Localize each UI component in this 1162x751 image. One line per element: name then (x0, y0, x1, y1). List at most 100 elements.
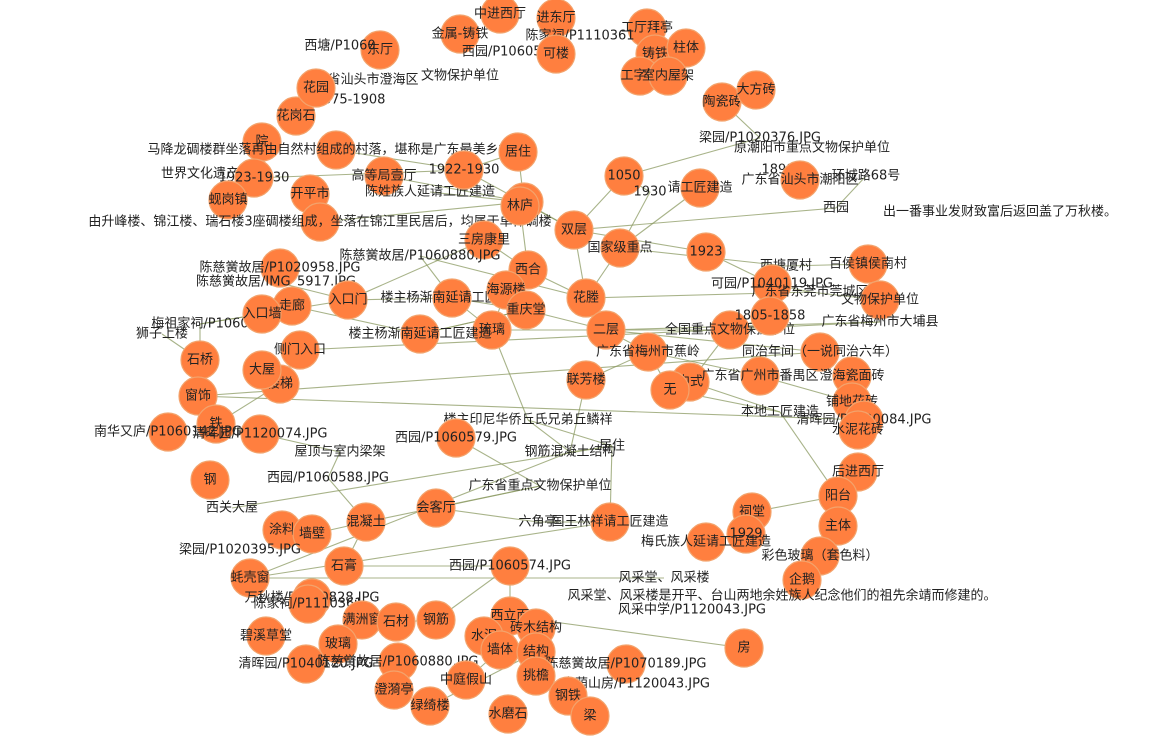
node-circle[interactable] (440, 14, 480, 54)
graph-node[interactable]: 可园/P1040119.JPG (711, 264, 833, 304)
graph-node[interactable]: 出一番事业发财致富后返回盖了万秋楼。 (883, 204, 1117, 220)
graph-node[interactable]: 广东省梅州市大埔县 (821, 314, 938, 330)
node-circle[interactable] (848, 244, 888, 284)
node-circle[interactable] (726, 514, 766, 554)
graph-node[interactable]: 西园/P1060581 (462, 45, 558, 60)
graph-node[interactable]: 大屋 (242, 350, 282, 390)
node-circle[interactable] (324, 546, 364, 586)
graph-node[interactable]: 花园 (296, 68, 336, 108)
graph-node[interactable]: 1922-1930 (429, 150, 500, 190)
node-circle[interactable] (590, 502, 630, 542)
graph-node[interactable]: 彩色玻璃（套色料） (761, 536, 879, 576)
node-circle[interactable] (500, 186, 540, 226)
graph-node[interactable]: 1930 (633, 185, 666, 200)
graph-node[interactable]: 西园 (823, 201, 849, 216)
graph-node[interactable]: 窗饰 (178, 376, 218, 416)
node-circle[interactable] (376, 602, 416, 642)
node-circle[interactable] (648, 56, 688, 96)
graph-node[interactable]: 世界文化遗产 (161, 167, 239, 182)
graph-node[interactable]: 挑檐 (516, 656, 556, 696)
node-circle[interactable] (246, 616, 286, 656)
node-circle[interactable] (208, 180, 248, 220)
graph-node[interactable]: 墙壁 (292, 514, 332, 554)
graph-node[interactable]: 陈家祠/P1110361 (253, 584, 363, 624)
graph-node[interactable]: 1923-1930 (219, 158, 290, 198)
node-circle[interactable] (570, 696, 610, 736)
graph-node[interactable]: 金属-铸铁 (432, 14, 489, 54)
graph-node[interactable]: 国家级重点 (587, 228, 653, 268)
graph-node[interactable]: 楼主印尼华侨丘氏兄弟丘鳞祥 (443, 413, 612, 428)
node-circle[interactable] (230, 558, 270, 598)
node-circle[interactable] (680, 168, 720, 208)
graph-node[interactable]: 室内屋架 (642, 56, 694, 96)
graph-node[interactable]: 企鹅 (782, 560, 822, 600)
node-circle[interactable] (360, 30, 400, 70)
graph-node[interactable]: 无 (650, 370, 690, 410)
graph-node[interactable]: 梁园/P1020395.JPG (179, 543, 301, 558)
node-circle[interactable] (292, 514, 332, 554)
node-circle[interactable] (724, 628, 764, 668)
node-circle[interactable] (736, 70, 776, 110)
graph-node[interactable]: 西园/P1060574.JPG (449, 546, 571, 586)
graph-node[interactable]: 钢筋 (416, 600, 456, 640)
graph-node[interactable]: 1050 (604, 156, 644, 196)
graph-node[interactable]: 风采堂、风采楼 (618, 571, 709, 586)
node-circle[interactable] (346, 502, 386, 542)
node-circle[interactable] (432, 278, 472, 318)
graph-node[interactable]: 柱体 (666, 28, 706, 68)
graph-node[interactable]: 本地工匠建造 (741, 405, 819, 420)
node-circle[interactable] (516, 656, 556, 696)
node-circle[interactable] (234, 158, 274, 198)
node-circle[interactable] (300, 202, 340, 242)
graph-node[interactable]: 中庭假山 (440, 660, 492, 700)
graph-node[interactable]: 马降龙碉楼群坐落再由自然村组成的村落，堪称是广东最美乡村。 (147, 130, 525, 170)
graph-node[interactable]: 梁园/P1020376.JPG (699, 131, 821, 146)
graph-node[interactable]: 狮子上楼 (136, 327, 188, 342)
node-circle[interactable] (606, 644, 646, 684)
graph-node[interactable]: 混凝土 (346, 502, 386, 542)
node-circle[interactable] (280, 330, 320, 370)
graph-node[interactable]: 原潮阳市重点文物保护单位 (734, 140, 890, 156)
node-circle[interactable] (650, 370, 690, 410)
graph-node[interactable]: 侧门入口 (274, 330, 326, 370)
graph-node[interactable]: 石材 (376, 602, 416, 642)
node-circle[interactable] (782, 560, 822, 600)
graph-node[interactable]: 广东省广州市番禺区 (701, 356, 819, 396)
graph-node[interactable]: 1923 (686, 232, 726, 272)
graph-node[interactable]: 二层 (586, 310, 626, 350)
node-circle[interactable] (416, 600, 456, 640)
graph-node[interactable]: 院 (242, 122, 282, 162)
graph-node[interactable]: 钢 (190, 460, 230, 500)
node-circle[interactable] (838, 410, 878, 450)
node-circle[interactable] (600, 228, 640, 268)
graph-node[interactable]: 双层 (554, 210, 594, 250)
graph-node[interactable]: 陈慈黉故居/P1020958.JPG (200, 248, 361, 288)
graph-node[interactable]: 联芳楼 (566, 360, 606, 400)
graph-node[interactable]: 花岗石 (276, 96, 316, 136)
graph-node[interactable]: 广东省梅州市蕉岭 (596, 332, 700, 372)
graph-node[interactable]: 同治年间（一说同治六年） (742, 332, 898, 372)
node-circle[interactable] (818, 506, 858, 546)
node-circle[interactable] (410, 686, 450, 726)
graph-node[interactable]: 文物保护单位 (421, 69, 499, 84)
node-circle[interactable] (740, 356, 780, 396)
graph-node[interactable]: 由升峰楼、锦江楼、瑞石楼3座碉楼组成，坐落在锦江里民居后，均属于单体碉楼 (88, 202, 552, 242)
node-circle[interactable] (296, 68, 336, 108)
graph-node[interactable]: 西园/P1060579.JPG (395, 418, 517, 458)
node-circle[interactable] (316, 130, 356, 170)
node-circle[interactable] (536, 34, 576, 74)
graph-node[interactable]: 1929 (726, 514, 766, 554)
graph-node[interactable]: 文物保护单位 (841, 280, 919, 320)
graph-node[interactable]: 陈慈黉故居/IMG_5917.JPG (196, 274, 356, 290)
graph-node[interactable]: 林庐 (500, 186, 540, 226)
node-circle[interactable] (446, 660, 486, 700)
graph-node[interactable]: 入口门 (328, 280, 368, 320)
node-circle[interactable] (374, 670, 414, 710)
node-circle[interactable] (750, 296, 790, 336)
graph-node[interactable]: 墙体 (480, 630, 520, 670)
graph-node[interactable]: 涂料 (262, 510, 302, 550)
node-circle[interactable] (860, 280, 900, 320)
graph-node[interactable]: 钢筋混凝土结构 (524, 444, 615, 460)
node-circle[interactable] (780, 160, 820, 200)
graph-node[interactable]: 玻璃 (318, 624, 358, 664)
